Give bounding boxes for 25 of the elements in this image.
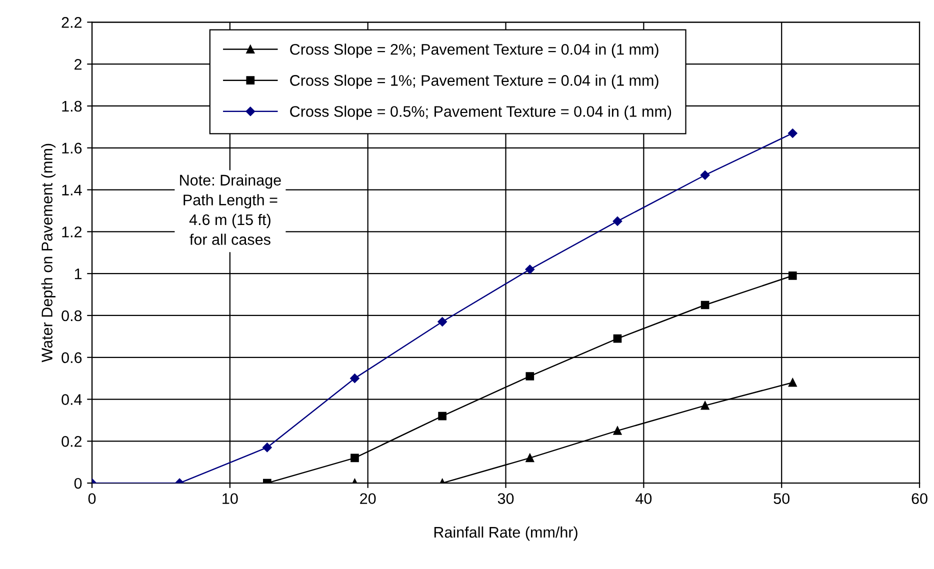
y-tick-label: 1 <box>74 268 82 280</box>
legend-label: Cross Slope = 2%; Pavement Texture = 0.04 in (1 mm) <box>290 44 658 58</box>
y-tick-label: 0.4 <box>62 394 82 405</box>
x-tick-label: 30 <box>498 493 514 504</box>
y-tick-label: 1.2 <box>62 226 82 238</box>
legend-label: Cross Slope = 1%; Pavement Texture = 0.04 in (1 mm) <box>290 74 658 89</box>
y-tick-label: 2 <box>74 58 82 70</box>
x-tick-label: 60 <box>912 493 928 504</box>
x-tick-label: 10 <box>222 493 238 504</box>
y-tick-label: 0.8 <box>62 310 82 322</box>
y-tick-label: 1.6 <box>62 142 82 154</box>
x-axis-title: Rainfall Rate (mm/hr) <box>434 526 578 541</box>
y-axis-title: Water Depth on Pavement (mm) <box>41 144 56 362</box>
y-tick-label: 0.6 <box>62 352 82 364</box>
annotation: Note: Drainage Path Length = 4.6 m (15 ft) for all cases <box>180 174 281 245</box>
y-tick-label: 0 <box>74 478 82 489</box>
y-tick-label: 1.8 <box>62 100 82 112</box>
x-tick-label: 50 <box>774 493 790 504</box>
y-tick-label: 0.2 <box>62 436 82 447</box>
legend-label: Cross Slope = 0.5%; Pavement Texture = 0.04 in (1 mm) <box>290 106 672 120</box>
x-tick-label: 0 <box>88 493 96 504</box>
x-tick-label: 40 <box>636 493 652 504</box>
x-tick-label: 20 <box>360 493 376 504</box>
y-tick-label: 1.4 <box>62 184 82 196</box>
y-tick-label: 2.2 <box>62 17 82 28</box>
